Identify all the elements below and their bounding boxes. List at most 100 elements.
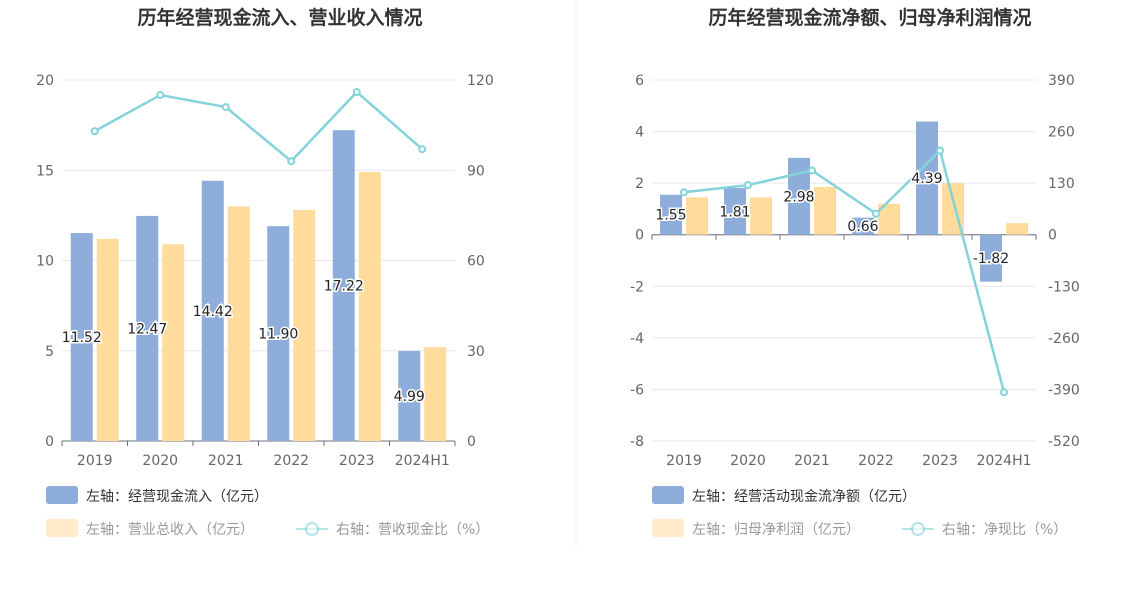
left-axis-tick-label: 2	[635, 176, 644, 192]
bar-secondary	[227, 206, 250, 441]
left-axis-tick-label: 0	[45, 434, 54, 450]
x-axis-tick-label: 2022	[273, 453, 309, 469]
bar-data-label: 1.55	[655, 208, 686, 224]
right-axis-tick-label: 90	[467, 163, 485, 179]
chart-title: 历年经营现金流入、营业收入情况	[137, 6, 422, 29]
right-axis-tick-label: 60	[467, 254, 485, 270]
left-axis-tick-label: -6	[630, 382, 644, 398]
bar-data-label: 12.47	[127, 321, 167, 337]
ratio-point	[287, 157, 296, 166]
right-axis-tick-label: 120	[467, 73, 494, 89]
legend-label-secondary: 左轴：营业总收入（亿元）	[86, 522, 254, 538]
right-axis-tick-label: -260	[1048, 331, 1080, 347]
legend-label-primary: 左轴：经营活动现金流净额（亿元）	[692, 489, 916, 505]
x-axis-tick-label: 2020	[142, 453, 178, 469]
x-axis-tick-label: 2021	[794, 453, 830, 469]
ratio-point	[936, 146, 944, 155]
right-axis-tick-label: 30	[467, 344, 485, 360]
ratio-point	[680, 188, 688, 197]
ratio-point	[156, 91, 165, 100]
ratio-point	[90, 127, 99, 136]
legend-swatch-line-marker	[911, 522, 925, 536]
bar-data-label: -1.82	[973, 251, 1009, 267]
bar-primary	[852, 217, 874, 235]
x-axis-tick-label: 2024H1	[976, 453, 1031, 469]
x-axis-tick-label: 2019	[77, 453, 113, 469]
bar-data-label: 14.42	[193, 304, 233, 320]
left-axis-tick-label: 5	[45, 344, 54, 360]
legend-swatch-primary	[652, 486, 684, 504]
left-axis-tick-label: -8	[630, 434, 644, 450]
right-axis-tick-label: 130	[1048, 176, 1075, 192]
ratio-point	[744, 181, 752, 190]
bar-secondary	[96, 238, 119, 441]
bar-primary	[267, 226, 290, 441]
left-axis-tick-label: -4	[630, 331, 644, 347]
chart-panel-1: 历年经营现金流入、营业收入情况 0 5 10 15 20 0 30 60 90 120 2019 202…	[36, 6, 494, 538]
right-axis-tick-label: -390	[1048, 382, 1080, 398]
x-axis-tick-label: 2020	[730, 453, 766, 469]
left-axis-tick-label: 4	[635, 125, 644, 141]
bar-secondary	[358, 172, 381, 441]
legend-label-line: 右轴：营收现金比（%）	[336, 522, 489, 538]
legend-swatch-secondary	[46, 519, 78, 537]
legend-swatch-primary	[46, 486, 78, 504]
legend-swatch-line-marker	[305, 522, 319, 536]
right-axis-tick-label: -130	[1048, 279, 1080, 295]
x-axis-tick-label: 2024H1	[395, 453, 450, 469]
legend-label-secondary: 左轴：归母净利润（亿元）	[692, 521, 860, 538]
left-axis-tick-label: -2	[630, 279, 644, 295]
left-axis-tick-label: 20	[36, 73, 54, 89]
right-axis-tick-label: 0	[1048, 228, 1057, 244]
ratio-line	[94, 90, 424, 163]
x-axis-tick-label: 2023	[922, 453, 958, 469]
ratio-point	[808, 166, 816, 175]
ratio-point	[418, 145, 427, 154]
ratio-line	[683, 148, 1006, 393]
bar-primary	[332, 130, 355, 441]
bar-secondary	[814, 187, 836, 235]
bar-secondary	[162, 244, 185, 441]
bar-data-label: 4.39	[911, 171, 942, 187]
legend-label-primary: 左轴：经营现金流入（亿元）	[86, 489, 268, 505]
x-axis-tick-label: 2021	[208, 453, 244, 469]
bar-secondary	[750, 197, 772, 235]
bar-primary	[398, 350, 421, 441]
x-axis-tick-label: 2019	[666, 453, 702, 469]
left-axis-tick-label: 6	[635, 73, 644, 89]
bar-secondary	[424, 347, 447, 441]
right-axis-tick-label: 390	[1048, 73, 1075, 89]
bar-data-label: 0.66	[847, 219, 878, 235]
ratio-point	[872, 209, 880, 218]
bar-secondary	[1006, 223, 1028, 235]
bar-primary	[788, 157, 810, 235]
left-axis-tick-label: 15	[36, 163, 54, 179]
bar-secondary	[878, 203, 900, 235]
bar-data-label: 2.98	[783, 189, 814, 205]
bar-primary	[201, 180, 224, 441]
bar-primary	[724, 188, 746, 235]
bar-data-label: 11.52	[62, 330, 102, 346]
bar-data-label: 4.99	[394, 389, 425, 405]
ratio-point	[352, 88, 361, 97]
ratio-point	[221, 103, 230, 112]
bar-primary	[980, 234, 1002, 282]
bar-data-label: 1.81	[719, 204, 750, 220]
bar-primary	[916, 121, 938, 235]
bar-data-label: 11.90	[258, 327, 298, 343]
bar-secondary	[293, 209, 316, 441]
bar-secondary	[686, 197, 708, 235]
chart-title: 历年经营现金流净额、归母净利润情况	[708, 6, 1031, 29]
ratio-point	[1000, 388, 1008, 397]
right-axis-tick-label: 260	[1048, 125, 1075, 141]
legend-swatch-secondary	[652, 519, 684, 537]
x-axis-tick-label: 2022	[858, 453, 894, 469]
bar-primary	[70, 233, 93, 441]
bar-primary	[136, 215, 159, 441]
x-axis-tick-label: 2023	[339, 453, 375, 469]
bar-primary	[660, 194, 682, 235]
left-axis-tick-label: 0	[635, 228, 644, 244]
legend-label-line: 右轴：净现比（%）	[942, 522, 1067, 538]
